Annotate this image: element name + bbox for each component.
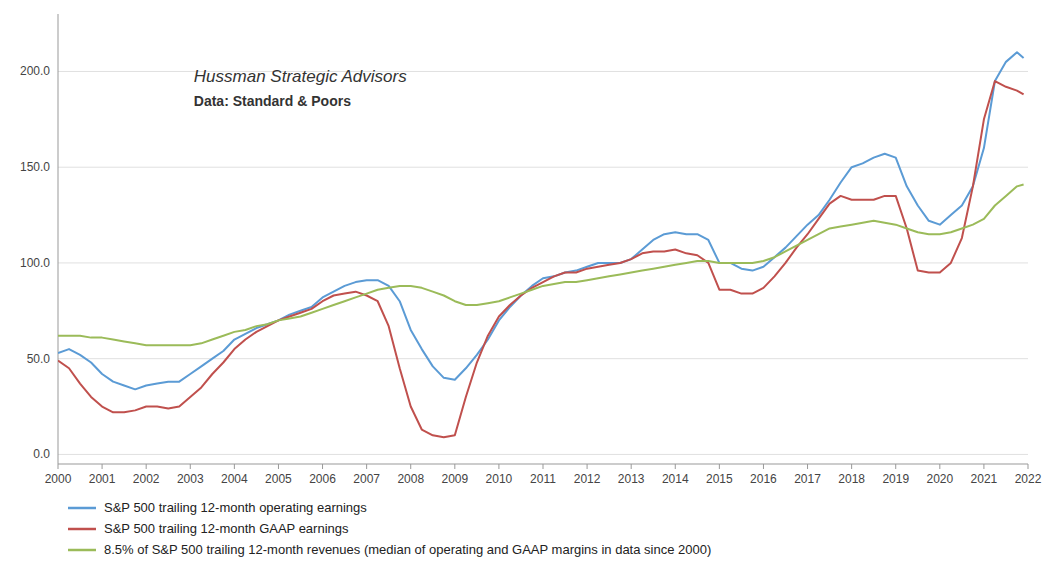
x-tick <box>587 464 588 469</box>
grid-line <box>58 454 1028 455</box>
x-tick-label: 2014 <box>662 472 689 486</box>
x-tick <box>895 464 896 469</box>
x-tick <box>410 464 411 469</box>
x-tick-label: 2002 <box>133 472 160 486</box>
x-tick-label: 2021 <box>971 472 998 486</box>
x-tick <box>146 464 147 469</box>
chart: 0.0 50.0 100.0 150.0 200.0 2000 2001 2002 2003 20… <box>0 0 1046 577</box>
x-tick-label: 2007 <box>353 472 380 486</box>
x-tick-label: 2006 <box>309 472 336 486</box>
x-tick-label: 2015 <box>706 472 733 486</box>
x-tick-label: 2008 <box>397 472 424 486</box>
x-tick <box>851 464 852 469</box>
series-line <box>58 81 1024 437</box>
legend-label: S&P 500 trailing 12-month GAAP earnings <box>104 521 349 536</box>
legend-swatch <box>68 507 96 510</box>
x-tick <box>983 464 984 469</box>
x-tick <box>322 464 323 469</box>
x-tick <box>278 464 279 469</box>
title: Hussman Strategic Advisors <box>194 67 407 86</box>
y-axis-line <box>58 14 59 464</box>
x-tick-label: 2019 <box>882 472 909 486</box>
x-tick <box>719 464 720 469</box>
x-tick-label: 2013 <box>618 472 645 486</box>
x-tick <box>58 464 59 469</box>
subtitle: Data: Standard & Poors <box>194 93 351 109</box>
x-tick <box>1028 464 1029 469</box>
x-tick <box>498 464 499 469</box>
y-tick-label: 100.0 <box>20 256 50 270</box>
x-tick-label: 2020 <box>926 472 953 486</box>
x-tick <box>631 464 632 469</box>
x-tick-label: 2009 <box>441 472 468 486</box>
x-tick-label: 2018 <box>838 472 865 486</box>
x-tick <box>454 464 455 469</box>
x-tick-label: 2011 <box>530 472 556 486</box>
x-tick-label: 2004 <box>221 472 248 486</box>
x-tick <box>543 464 544 469</box>
x-tick <box>102 464 103 469</box>
grid <box>58 71 1028 454</box>
x-tick-label: 2000 <box>45 472 72 486</box>
x-tick <box>190 464 191 469</box>
x-tick <box>939 464 940 469</box>
x-tick-label: 2017 <box>794 472 821 486</box>
x-tick <box>366 464 367 469</box>
x-tick-label: 2001 <box>89 472 116 486</box>
legend-swatch <box>68 549 96 552</box>
x-tick-label: 2005 <box>265 472 292 486</box>
series-line <box>58 184 1024 345</box>
legend-label: 8.5% of S&P 500 trailing 12-month revenu… <box>104 542 711 557</box>
x-tick-label: 2003 <box>177 472 204 486</box>
series-line <box>58 52 1024 389</box>
grid-line <box>58 167 1028 168</box>
lines <box>58 52 1024 437</box>
y-tick-label: 0.0 <box>33 447 50 461</box>
y-tick-label: 200.0 <box>20 64 50 78</box>
grid-line <box>58 262 1028 263</box>
x-tick <box>234 464 235 469</box>
x-tick-label: 2012 <box>574 472 601 486</box>
legend-label: S&P 500 trailing 12-month operating earn… <box>104 500 367 515</box>
grid-line <box>58 358 1028 359</box>
x-tick-label: 2010 <box>486 472 513 486</box>
x-tick-label: 2022 <box>1015 472 1042 486</box>
y-tick-label: 150.0 <box>20 160 50 174</box>
legend: S&P 500 trailing 12-month operating earn… <box>68 500 711 557</box>
x-tick <box>807 464 808 469</box>
x-tick-label: 2016 <box>750 472 777 486</box>
x-tick <box>763 464 764 469</box>
legend-swatch <box>68 528 96 531</box>
y-tick-label: 50.0 <box>27 352 51 366</box>
x-tick <box>675 464 676 469</box>
